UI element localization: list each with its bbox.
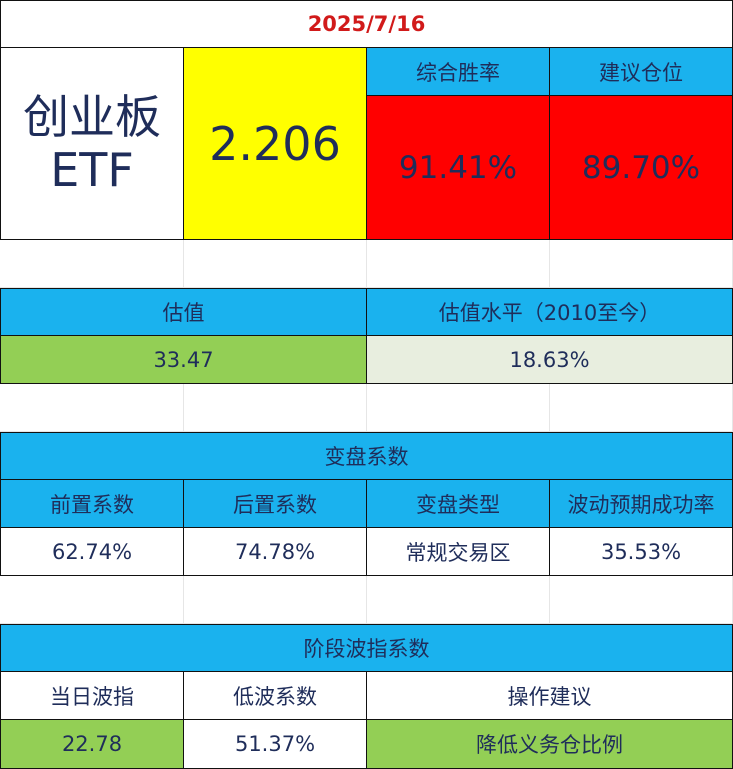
stage-title-cell: 阶段波指系数 — [0, 624, 733, 672]
spacer-row-3 — [0, 576, 733, 624]
reversal-value-back: 74.78% — [234, 539, 316, 564]
win-rate-value: 91.41% — [398, 149, 518, 186]
fund-name-cell: 创业板 ETF — [0, 48, 184, 240]
stage-header-low: 低波系数 — [233, 684, 317, 709]
rate-block: 综合胜率 建议仓位 91.41% 89.70% — [367, 48, 733, 240]
reversal-header-success: 波动预期成功率 — [567, 492, 715, 517]
fund-name-line1: 创业板 — [23, 89, 161, 144]
stage-title-row: 阶段波指系数 — [0, 624, 733, 672]
reversal-value-type: 常规交易区 — [405, 540, 511, 565]
stage-header-cell: 当日波指 — [0, 672, 184, 720]
spacer-cell — [0, 384, 184, 432]
stage-value-row: 22.78 51.37% 降低义务仓比例 — [0, 720, 733, 769]
reversal-value-success: 35.53% — [600, 539, 682, 564]
spacer-cell — [367, 384, 550, 432]
reversal-header-front: 前置系数 — [50, 492, 134, 517]
reversal-value-cell: 35.53% — [550, 528, 733, 576]
stage-header-row: 当日波指 低波系数 操作建议 — [0, 672, 733, 720]
fund-name-line2: ETF — [50, 142, 134, 197]
position-value-cell: 89.70% — [550, 96, 733, 240]
reversal-value-cell: 常规交易区 — [367, 528, 550, 576]
fund-price: 2.206 — [209, 116, 341, 171]
spacer-cell — [184, 240, 367, 288]
stage-value-daily: 22.78 — [61, 732, 123, 756]
reversal-header-cell: 变盘类型 — [367, 480, 550, 528]
position-value: 89.70% — [581, 149, 701, 186]
spacer-cell — [550, 240, 733, 288]
valuation-value-cell: 33.47 — [0, 336, 367, 384]
valuation-label: 估值 — [162, 301, 205, 325]
valuation-value: 33.47 — [153, 347, 214, 372]
stage-value-advice: 降低义务仓比例 — [476, 733, 623, 757]
position-header: 建议仓位 — [550, 48, 733, 96]
stage-header-advice: 操作建议 — [507, 684, 592, 709]
spacer-cell — [0, 576, 184, 624]
win-rate-header: 综合胜率 — [367, 48, 550, 96]
valuation-value-row: 33.47 18.63% — [0, 336, 733, 384]
reversal-header-cell: 波动预期成功率 — [550, 480, 733, 528]
valuation-level-label: 估值水平（2010至今） — [438, 301, 661, 325]
report-date: 2025/7/16 — [307, 12, 426, 36]
valuation-header-row: 估值 估值水平（2010至今） — [0, 288, 733, 336]
reversal-header-back: 后置系数 — [233, 492, 317, 517]
reversal-header-cell: 后置系数 — [184, 480, 367, 528]
reversal-title-cell: 变盘系数 — [0, 432, 733, 480]
valuation-level-value: 18.63% — [509, 347, 590, 372]
stage-header-cell: 操作建议 — [367, 672, 733, 720]
spacer-row-1 — [0, 240, 733, 288]
stage-title: 阶段波指系数 — [303, 637, 430, 661]
reversal-value-cell: 62.74% — [0, 528, 184, 576]
valuation-level-label-cell: 估值水平（2010至今） — [367, 288, 733, 336]
valuation-level-value-cell: 18.63% — [367, 336, 733, 384]
reversal-header-type: 变盘类型 — [416, 492, 500, 517]
reversal-value-cell: 74.78% — [184, 528, 367, 576]
reversal-header-cell: 前置系数 — [0, 480, 184, 528]
reversal-header-row: 前置系数 后置系数 变盘类型 波动预期成功率 — [0, 480, 733, 528]
spacer-row-2 — [0, 384, 733, 432]
stage-header-daily: 当日波指 — [50, 684, 134, 709]
spacer-cell — [367, 240, 550, 288]
reversal-value-row: 62.74% 74.78% 常规交易区 35.53% — [0, 528, 733, 576]
reversal-value-front: 62.74% — [51, 539, 133, 564]
price-cell: 2.206 — [184, 48, 367, 240]
spacer-cell — [184, 576, 367, 624]
win-rate-value-cell: 91.41% — [367, 96, 550, 240]
reversal-title-row: 变盘系数 — [0, 432, 733, 480]
win-rate-label: 综合胜率 — [416, 60, 500, 85]
stage-value-cell: 22.78 — [0, 720, 184, 769]
reversal-title: 变盘系数 — [324, 445, 409, 469]
spacer-cell — [0, 240, 184, 288]
date-row: 2025/7/16 — [0, 0, 733, 48]
spacer-cell — [184, 384, 367, 432]
spacer-cell — [367, 576, 550, 624]
valuation-label-cell: 估值 — [0, 288, 367, 336]
main-header-row: 创业板 ETF 2.206 综合胜率 建议仓位 91.41% 89.70% — [0, 48, 733, 240]
position-label: 建议仓位 — [599, 60, 683, 85]
stage-value-cell: 51.37% — [184, 720, 367, 769]
stage-value-cell: 降低义务仓比例 — [367, 720, 733, 769]
spacer-cell — [550, 384, 733, 432]
date-cell: 2025/7/16 — [0, 0, 733, 48]
spacer-cell — [550, 576, 733, 624]
stage-header-cell: 低波系数 — [184, 672, 367, 720]
stage-value-low: 51.37% — [234, 732, 316, 756]
